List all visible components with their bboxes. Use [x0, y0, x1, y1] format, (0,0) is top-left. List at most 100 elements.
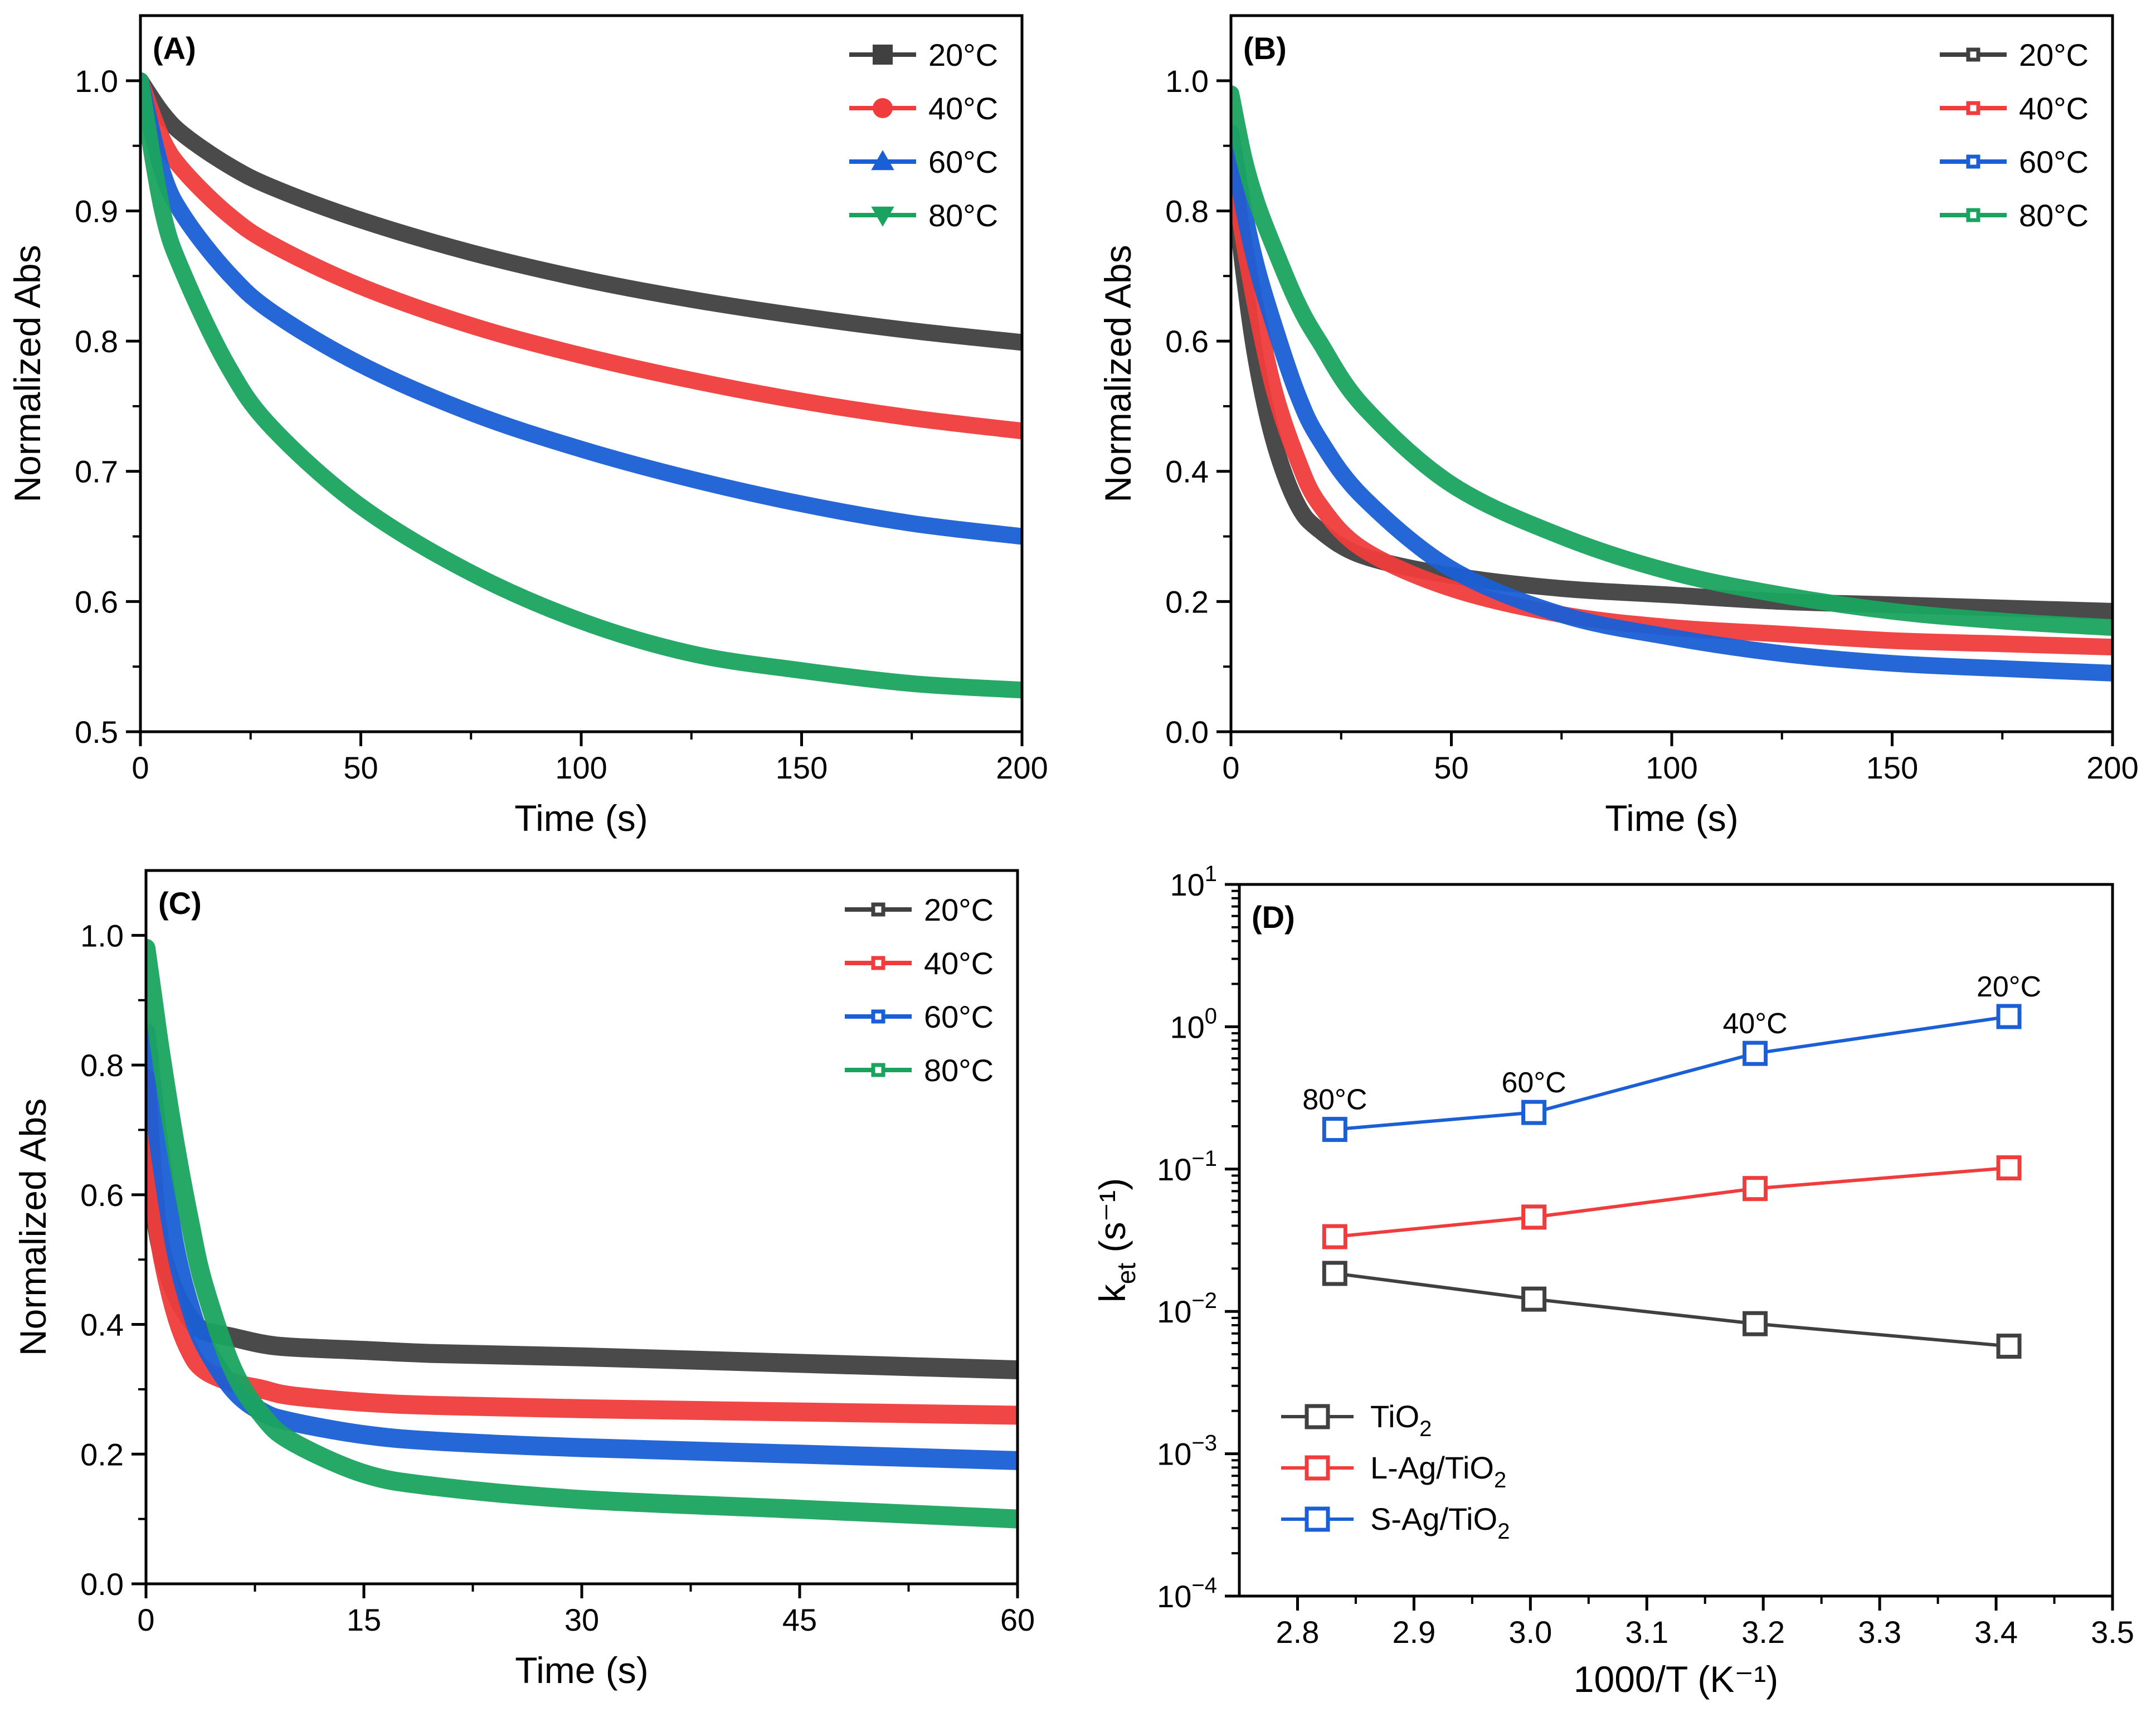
y-tick-exponent: 0: [1205, 1004, 1217, 1028]
y-tick-base: 10: [1157, 1294, 1191, 1329]
legend-marker: [871, 902, 885, 917]
x-tick-label: 3.2: [1741, 1614, 1785, 1650]
y-tick-label: 0.8: [80, 1048, 124, 1083]
plot-frame: [1238, 883, 2114, 1598]
x-tick-label: 200: [2086, 750, 2138, 785]
panel-label: (B): [1243, 31, 1287, 66]
legend-label: L-Ag/TiO2: [1370, 1450, 1506, 1492]
y-tick-label: 0.8: [75, 324, 118, 359]
x-tick-label: 3.1: [1625, 1614, 1668, 1650]
panel-label: (C): [158, 886, 202, 921]
y-tick-label: 0.0: [80, 1567, 124, 1602]
legend-label-sub: 2: [1494, 1468, 1506, 1492]
data-point: [1996, 1004, 2022, 1029]
legend-marker: [871, 150, 894, 171]
x-tick-label: 30: [564, 1602, 599, 1637]
y-tick-label: 0.6: [80, 1178, 124, 1213]
x-tick-label: 150: [1866, 750, 1918, 785]
y-tick-base: 10: [1170, 1009, 1204, 1044]
x-tick-label: 2.8: [1276, 1614, 1320, 1650]
y-tick-label: 1.0: [75, 64, 118, 99]
y-tick-label: 0.2: [1165, 584, 1209, 619]
x-tick-label: 45: [782, 1602, 817, 1637]
plot-frame: [139, 14, 1024, 733]
x-tick-label: 0: [132, 750, 149, 785]
legend-label: 40°C: [928, 91, 998, 126]
legend-marker: [871, 206, 894, 227]
legend-marker: [873, 45, 893, 65]
x-tick-label: 3.4: [1974, 1614, 2018, 1650]
series-line: [1231, 150, 2113, 656]
legend-label: 80°C: [928, 198, 998, 233]
y-tick-label: 1.0: [80, 918, 124, 953]
series-line: [140, 72, 1022, 440]
y-tick-label: 10−2: [1157, 1288, 1217, 1329]
x-tick-label: 3.3: [1858, 1614, 1901, 1650]
y-tick-label: 0.2: [80, 1437, 124, 1472]
series-line: [1334, 1271, 2009, 1348]
series-line: [1231, 124, 2113, 682]
x-tick-label: 100: [555, 750, 607, 785]
temperature-annotation: 20°C: [1977, 971, 2041, 1003]
y-axis-title: ket (s⁻¹): [1092, 1178, 1141, 1302]
ticks: 0 50 100 150 200 0.0 0.2 0.4 0.6 0.8 1.0: [1165, 64, 2139, 785]
x-tick-label: 50: [343, 750, 378, 785]
panel-C: 0 15 30 45 60 0.0 0.2 0.4 0.6 0.8 1.0 (C) Time (s) No…: [12, 869, 1035, 1691]
data-point: [1521, 1100, 1547, 1125]
legend-marker: [1966, 101, 1980, 115]
legend-label-main: L-Ag/TiO: [1370, 1450, 1494, 1485]
legend-marker: [1966, 208, 1980, 222]
legend-label-sub: 2: [1497, 1519, 1510, 1544]
series-line: [140, 72, 1022, 699]
legend-label: 60°C: [2019, 144, 2089, 179]
legend: 20°C 40°C 60°C 80°C: [845, 892, 994, 1088]
x-tick-label: 15: [347, 1602, 381, 1637]
data-point: [1322, 1117, 1347, 1142]
data-point: [1743, 1040, 1768, 1066]
y-tick-exponent: −1: [1191, 1146, 1217, 1171]
data-point: [1322, 1224, 1347, 1249]
legend-marker: [871, 956, 885, 970]
y-tick-exponent: −3: [1191, 1431, 1217, 1456]
legend-label: 40°C: [924, 946, 994, 981]
y-tick-label: 100: [1170, 1004, 1217, 1044]
series-line: [140, 72, 1022, 351]
legend-marker: [871, 1063, 885, 1077]
annotations: 80°C 60°C 40°C 20°C: [1302, 971, 2041, 1116]
y-tick-base: 10: [1157, 1579, 1191, 1614]
legend-marker: [1966, 47, 1980, 62]
x-axis-title: Time (s): [514, 797, 648, 839]
y-tick-label: 10−4: [1157, 1573, 1217, 1614]
series-line: [1231, 85, 2113, 636]
x-tick-label: 150: [776, 750, 828, 785]
series-line: [140, 72, 1022, 545]
legend: 20°C 40°C 60°C 80°C: [1940, 37, 2089, 233]
legend-marker: [1305, 1455, 1330, 1481]
x-tick-label: 0: [1222, 750, 1239, 785]
panel-D: 2.8 2.9 3.0 3.1 3.2 3.3 3.4 3.510−410−310−210−1…: [1092, 862, 2134, 1700]
data-point: [1743, 1176, 1768, 1202]
legend-label-sub: 2: [1419, 1417, 1432, 1441]
plot-area: [140, 72, 1022, 699]
panel-label: (A): [153, 31, 196, 66]
x-tick-label: 60: [1000, 1602, 1035, 1637]
x-tick-label: 3.5: [2091, 1614, 2134, 1650]
legend-marker: [1966, 154, 1980, 169]
legend-label: 20°C: [2019, 37, 2089, 72]
y-tick-label: 0.6: [1165, 324, 1209, 359]
series-line: [146, 1088, 1018, 1379]
series-line: [146, 1068, 1018, 1425]
temperature-annotation: 40°C: [1722, 1008, 1787, 1040]
data-point: [1996, 1155, 2022, 1181]
legend-label-main: TiO: [1370, 1399, 1419, 1434]
panel-label: (D): [1252, 899, 1295, 935]
panel-B: 0 50 100 150 200 0.0 0.2 0.4 0.6 0.8 1.0 (B) Time (s…: [1097, 14, 2139, 839]
x-tick-label: 3.0: [1508, 1614, 1552, 1650]
ticks: 0 50 100 150 200 0.5 0.6 0.7 0.8 0.9 1.0: [75, 64, 1048, 785]
x-axis-title: Time (s): [1605, 797, 1739, 839]
x-tick-label: 2.9: [1392, 1614, 1435, 1650]
legend-label: 60°C: [924, 999, 994, 1034]
ticks: 0 15 30 45 60 0.0 0.2 0.4 0.6 0.8 1.0: [80, 918, 1035, 1637]
